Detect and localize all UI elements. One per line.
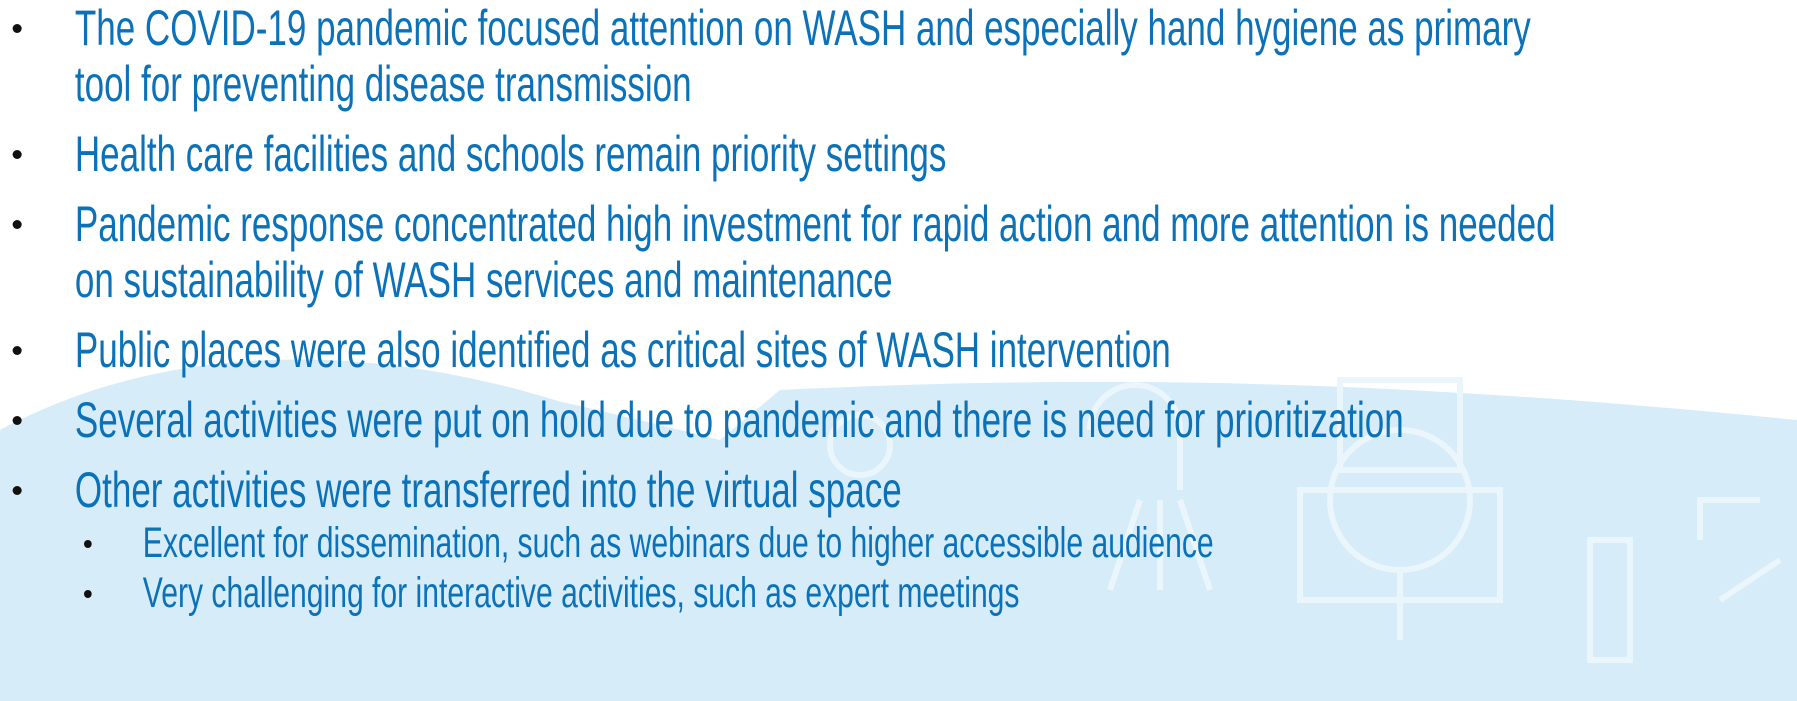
bullet: Several activities were put on hold due … bbox=[0, 392, 1568, 448]
bullet: The COVID-19 pandemic focused attention … bbox=[0, 0, 1568, 112]
bullet-group: Health care facilities and schools remai… bbox=[0, 126, 1568, 182]
bullet: Pandemic response concentrated high inve… bbox=[0, 196, 1568, 308]
wash-icons bbox=[827, 377, 1782, 663]
bullet-group: Pandemic response concentrated high inve… bbox=[0, 196, 1568, 308]
bullet-group: Other activities were transferred into t… bbox=[0, 462, 1568, 618]
bullet: Other activities were transferred into t… bbox=[0, 462, 1568, 618]
bullet-list: The COVID-19 pandemic focused attention … bbox=[0, 0, 1568, 618]
bullet-group: Public places were also identified as cr… bbox=[0, 322, 1568, 378]
bullet-group: The COVID-19 pandemic focused attention … bbox=[0, 0, 1568, 112]
bullet: Public places were also identified as cr… bbox=[0, 322, 1568, 378]
bullet: Health care facilities and schools remai… bbox=[0, 126, 1568, 182]
bullet-group: Several activities were put on hold due … bbox=[0, 392, 1568, 448]
sub-bullet: Excellent for dissemination, such as web… bbox=[0, 518, 1568, 568]
sub-bullet: Very challenging for interactive activit… bbox=[0, 568, 1568, 618]
